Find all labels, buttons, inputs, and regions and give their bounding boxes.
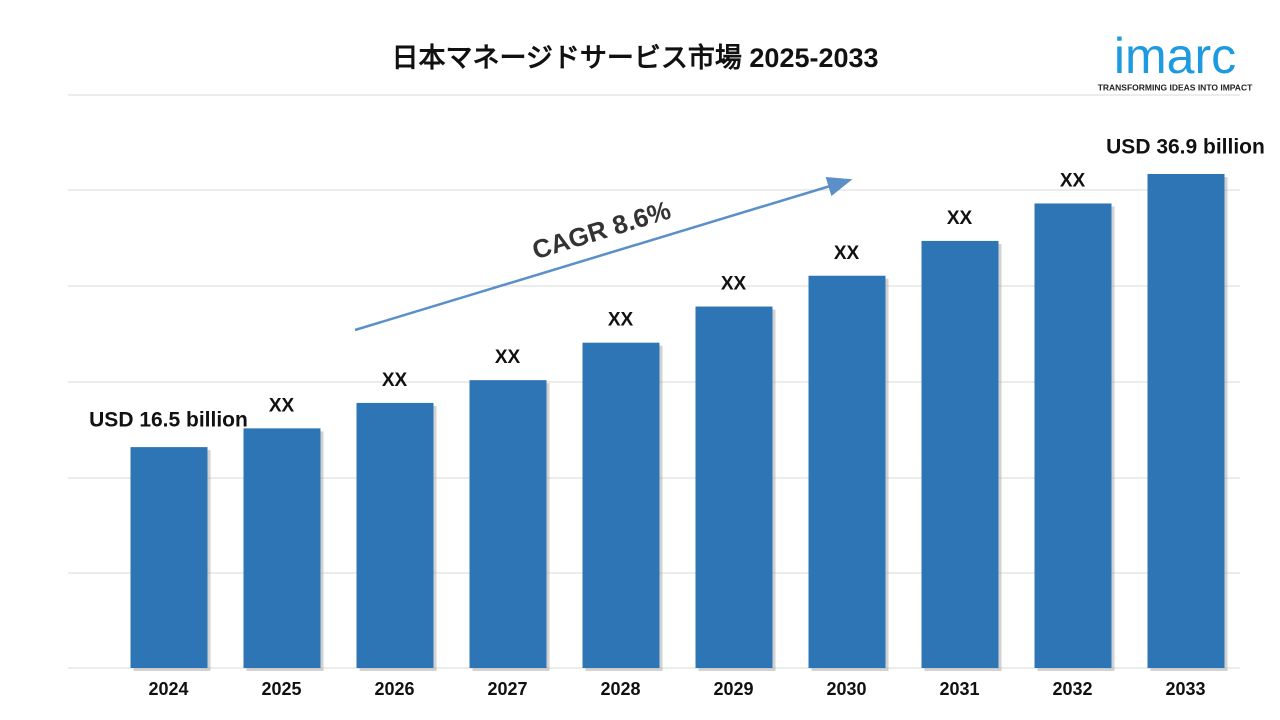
x-tick-label: 2029 xyxy=(713,679,753,699)
bar xyxy=(582,342,660,668)
cagr-arrow xyxy=(354,176,853,332)
logo-tagline: TRANSFORMING IDEAS INTO IMPACT xyxy=(1098,82,1253,92)
value-label: XX xyxy=(269,395,295,416)
x-tick-label: 2033 xyxy=(1165,679,1205,699)
value-label: USD 36.9 billion xyxy=(1106,136,1265,159)
bar xyxy=(1034,203,1112,668)
bar xyxy=(695,306,773,668)
x-tick-label: 2025 xyxy=(261,679,301,699)
bar xyxy=(469,380,547,668)
value-label: XX xyxy=(608,310,634,331)
value-label: USD 16.5 billion xyxy=(89,409,248,432)
x-tick-label: 2024 xyxy=(148,679,188,699)
x-tick-label: 2027 xyxy=(487,679,527,699)
bar xyxy=(1147,174,1225,668)
x-tick-label: 2031 xyxy=(939,679,979,699)
value-label: XX xyxy=(834,243,860,264)
x-tick-label: 2026 xyxy=(374,679,414,699)
bar xyxy=(808,275,886,668)
x-tick-label: 2028 xyxy=(600,679,640,699)
logo-name: imarc xyxy=(1114,28,1236,84)
bar xyxy=(243,428,321,668)
value-label: XX xyxy=(721,274,747,295)
x-tick-label: 2032 xyxy=(1052,679,1092,699)
value-label: XX xyxy=(947,208,973,229)
chart-title: 日本マネージドサービス市場 2025-2033 xyxy=(391,42,878,73)
value-label: XX xyxy=(382,370,408,391)
value-label: XX xyxy=(495,347,521,368)
bar xyxy=(130,447,208,668)
bar xyxy=(356,402,434,668)
value-label: XX xyxy=(1060,170,1086,191)
x-tick-label: 2030 xyxy=(826,679,866,699)
bar xyxy=(921,240,999,668)
